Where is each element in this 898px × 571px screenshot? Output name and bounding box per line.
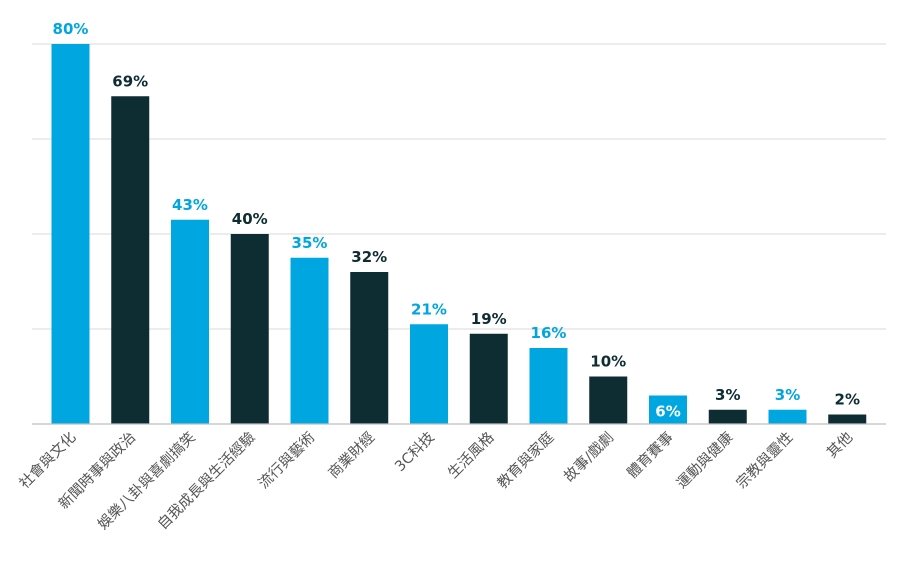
bar: [410, 324, 448, 424]
bar: [111, 96, 150, 424]
bar: [649, 395, 687, 424]
bar: [708, 409, 747, 424]
bar: [469, 333, 508, 424]
bar: [230, 234, 269, 424]
x-tick-label: 體育賽事: [624, 429, 677, 482]
data-labels: 80% 69% 43% 40% 35% 32% 21% 19% 16% 10% 6% 3% 3% 2%: [53, 20, 860, 421]
bar: [171, 219, 209, 424]
x-tick-label: 流行與藝術: [255, 429, 318, 492]
data-label: 16%: [531, 324, 567, 342]
bar: [350, 272, 389, 424]
x-tick-label: 宗教與靈性: [733, 429, 796, 492]
data-label: 2%: [835, 391, 860, 409]
x-tick-label: 娛樂八卦與喜劇搞笑: [95, 429, 199, 533]
x-tick-label: 教育與家庭: [494, 429, 557, 492]
x-tick-label: 故事/戲劇: [561, 429, 617, 485]
bar: [51, 44, 90, 424]
bar: [768, 409, 807, 424]
x-tick-label: 運動與健康: [673, 429, 736, 492]
x-tick-label: 其他: [824, 429, 857, 462]
data-label: 21%: [411, 300, 447, 318]
data-label: 35%: [292, 234, 328, 252]
data-label: 43%: [172, 196, 208, 214]
bar: [529, 348, 568, 424]
data-label: 6%: [655, 403, 680, 421]
data-label: 3%: [775, 386, 800, 404]
gridlines: [32, 43, 886, 330]
data-label: 69%: [112, 72, 148, 90]
bar: [290, 257, 329, 424]
data-label: 40%: [232, 210, 268, 228]
data-label: 3%: [715, 386, 740, 404]
x-tick-label: 社會與文化: [16, 429, 79, 492]
x-tick-label: 生活風格: [445, 428, 498, 481]
data-label: 19%: [471, 310, 507, 328]
bars: [51, 44, 867, 424]
bar: [589, 376, 628, 424]
data-label: 80%: [53, 20, 89, 38]
x-tick-label: 商業財經: [325, 429, 378, 482]
x-tick-label: 3C科技: [392, 429, 438, 475]
data-label: 32%: [351, 248, 387, 266]
bar: [828, 414, 867, 424]
x-tick-label: 自我成長與生活經驗: [154, 429, 258, 533]
data-label: 10%: [590, 353, 626, 371]
